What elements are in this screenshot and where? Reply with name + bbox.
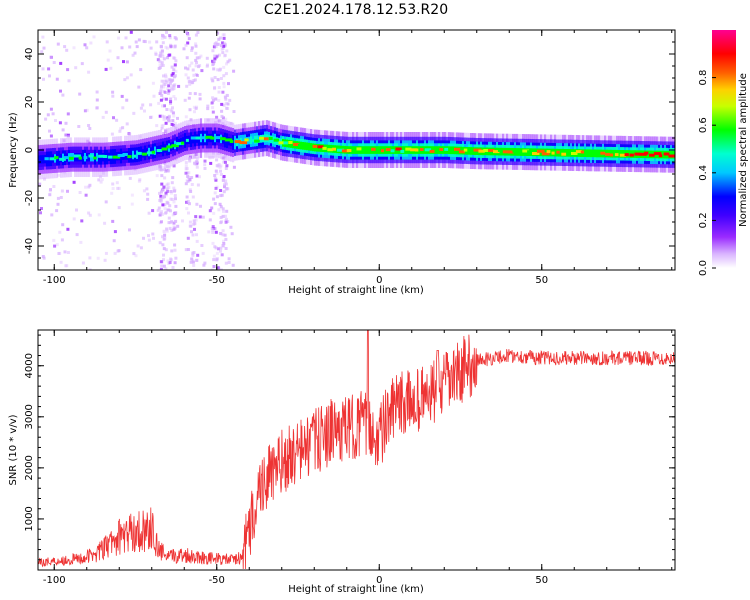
colorbar-tick-label: 0.6	[698, 117, 709, 133]
spectrogram-axis-ticks: -100 -50 0 50 -40 -20 0 20 40	[24, 29, 675, 286]
snr-y-tick-label: 3000	[24, 404, 35, 429]
spectrogram-y-tick-label: -20	[24, 190, 35, 206]
snr-x-tick-label: 0	[376, 575, 382, 586]
snr-x-tick-label: -100	[43, 575, 66, 586]
snr-y-tick-label: 4000	[24, 353, 35, 378]
colorbar-label: Normalized spectral amplitude	[738, 73, 749, 227]
spectrogram-panel: -100 -50 0 50 -40 -20 0 20 40 Height of straight…	[8, 29, 676, 296]
colorbar-gradient	[712, 30, 736, 268]
snr-x-label: Height of straight line (km)	[288, 584, 424, 595]
spectrogram-x-tick-label: 0	[376, 275, 382, 286]
snr-x-tick-label: -50	[209, 575, 225, 586]
snr-series-line	[38, 330, 675, 570]
spectrogram-heatmap	[38, 30, 675, 270]
snr-panel: -100 -50 0 50 1000 2000 3000 4000 Height of str…	[8, 329, 676, 595]
snr-frame	[37, 329, 676, 571]
spectrogram-hot-spots	[44, 135, 675, 161]
colorbar-tick-label: 0.0	[698, 260, 709, 276]
colorbar: 0.0 0.2 0.4 0.6 0.8 Normalized spectral ampl…	[698, 30, 749, 276]
colorbar-tick-label: 0.2	[698, 212, 709, 228]
colorbar-tick-label: 0.4	[698, 165, 709, 181]
spectrogram-y-tick-label: 0	[24, 147, 35, 153]
spectrogram-x-tick-label: -50	[209, 275, 225, 286]
spectrogram-y-tick-label: 20	[24, 96, 35, 109]
spectrogram-y-label: Frequency (Hz)	[8, 112, 19, 188]
snr-y-tick-label: 1000	[24, 506, 35, 531]
colorbar-ticks: 0.0 0.2 0.4 0.6 0.8	[698, 70, 716, 276]
spectrogram-x-label: Height of straight line (km)	[288, 285, 424, 296]
spectrogram-y-tick-label: -40	[24, 238, 35, 254]
colorbar-tick-label: 0.8	[698, 70, 709, 86]
spectrogram-y-tick-label: 40	[24, 48, 35, 61]
spectrogram-x-tick-label: -100	[43, 275, 66, 286]
spectrogram-x-tick-label: 50	[535, 275, 548, 286]
snr-axis-ticks: -100 -50 0 50 1000 2000 3000 4000	[24, 330, 675, 586]
snr-y-label: SNR (10 * v/v)	[8, 414, 19, 485]
snr-y-tick-label: 2000	[24, 455, 35, 480]
snr-x-tick-label: 50	[535, 575, 548, 586]
figure-title: C2E1.2024.178.12.53.R20	[264, 2, 448, 18]
